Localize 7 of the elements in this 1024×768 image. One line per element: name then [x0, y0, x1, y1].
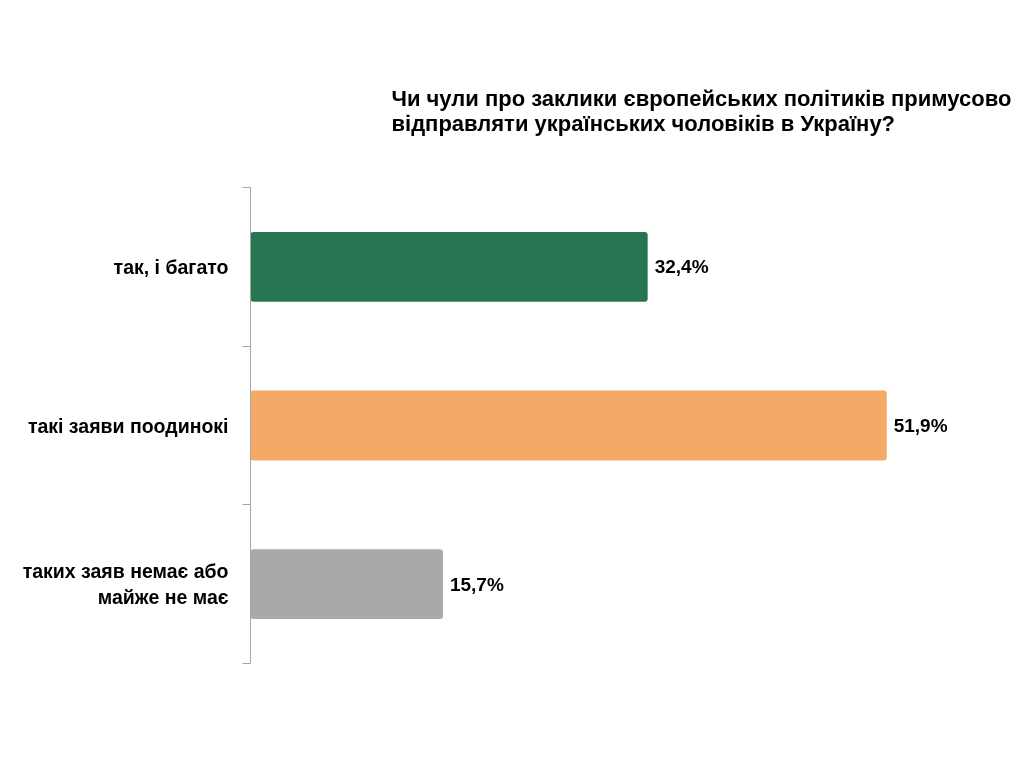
y-tick-label: так, і багато	[113, 255, 229, 278]
data-label: 32,4%	[654, 256, 709, 278]
data-label: 51,9%	[893, 415, 948, 436]
data-label: 15,7%	[449, 573, 504, 595]
y-tick-label: такі заяви поодинокі	[27, 414, 229, 437]
y-tick-label: таких заяв немає або майже не має	[22, 559, 229, 609]
chart-title: Чи чули про заклики європейських політиків примусово відправляти українських чоловіків в Україну?	[391, 85, 1012, 136]
